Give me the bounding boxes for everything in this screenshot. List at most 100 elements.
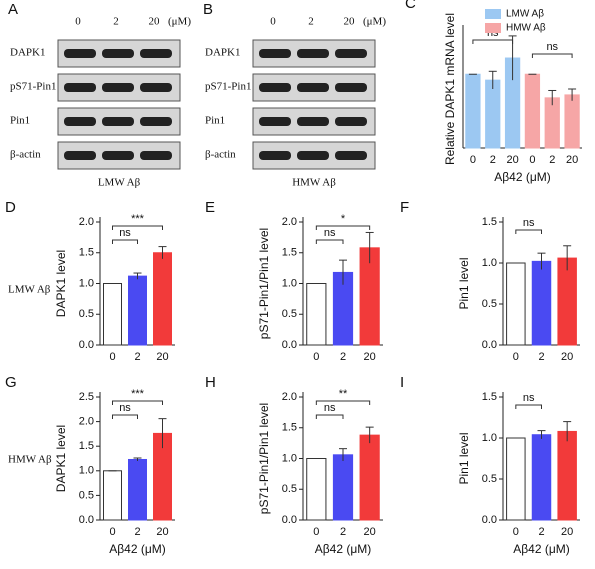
y-tick-label: 2.0 [79, 416, 94, 428]
panel-letter: E [205, 199, 215, 216]
significance: ns [546, 41, 558, 53]
lane-label: 20 [344, 16, 356, 28]
x-tick-label: 2 [490, 154, 496, 166]
bar [544, 97, 560, 149]
y-tick-label: 2.0 [282, 216, 297, 228]
significance: ns [119, 402, 131, 414]
row-label: LMW Aβ [8, 284, 51, 296]
y-tick-label: 0.5 [282, 308, 297, 320]
caption: LMW Aβ [98, 177, 141, 189]
legend-swatch [485, 23, 501, 33]
x-tick-label: 0 [109, 351, 115, 363]
bracket [112, 414, 138, 419]
bracket [315, 239, 344, 244]
bar [103, 470, 122, 521]
row-label: Pin1 [10, 115, 30, 127]
band [335, 49, 367, 58]
y-tick-label: 1.0 [79, 465, 94, 477]
band [297, 49, 329, 58]
panel-letter: A [8, 1, 18, 18]
x-tick-label: 0 [313, 351, 319, 363]
x-tick-label: 0 [513, 526, 519, 538]
row-label: HMW Aβ [8, 454, 52, 466]
y-tick-label: 0.5 [482, 473, 497, 485]
bracket [112, 239, 138, 244]
row-label: β-actin [205, 149, 236, 161]
band [140, 117, 172, 126]
bracket [315, 414, 344, 419]
y-tick-label: 1.5 [79, 440, 94, 452]
band [259, 117, 291, 126]
band [140, 83, 172, 92]
band [335, 151, 367, 160]
y-tick-label: 0.5 [282, 483, 297, 495]
row-label: pS71-Pin1 [205, 81, 251, 93]
y-tick-label: 0.0 [79, 514, 94, 526]
y-axis-label: Pin1 level [457, 257, 471, 309]
y-tick-label: 0.0 [282, 514, 297, 526]
y-tick-label: 1.5 [482, 391, 497, 403]
bar [359, 434, 380, 521]
bracket [472, 39, 514, 44]
y-axis-label: DAPK1 level [54, 425, 68, 492]
band [297, 83, 329, 92]
bracket [515, 229, 542, 234]
y-tick-label: 1.5 [282, 247, 297, 259]
panel-letter: D [5, 199, 16, 216]
x-axis-label: Aβ42 (μM) [513, 542, 570, 556]
bracket [112, 400, 163, 405]
y-tick-label: 0.5 [79, 489, 94, 501]
y-axis-label: Pin1 level [457, 432, 471, 484]
band [64, 151, 96, 160]
x-tick-label: 0 [529, 154, 535, 166]
y-tick-label: 0.5 [482, 298, 497, 310]
legend-label: HMW Aβ [506, 23, 546, 34]
x-tick-label: 2 [538, 526, 544, 538]
y-tick-label: 1.0 [79, 277, 94, 289]
x-axis-label: Aβ42 (μM) [494, 170, 551, 184]
x-axis-label: Aβ42 (μM) [315, 542, 372, 556]
x-tick-label: 0 [313, 526, 319, 538]
bar [524, 73, 541, 149]
x-tick-label: 2 [134, 526, 140, 538]
bar [465, 73, 481, 149]
lane-label: 2 [308, 16, 314, 28]
band [102, 49, 134, 58]
caption: HMW Aβ [292, 177, 336, 189]
x-tick-label: 2 [340, 526, 346, 538]
significance: *** [131, 388, 145, 400]
band [259, 83, 291, 92]
band [335, 83, 367, 92]
bar [306, 283, 327, 346]
significance: ** [339, 388, 348, 400]
row-label: DAPK1 [205, 47, 240, 59]
bracket [315, 225, 371, 230]
bar [306, 458, 327, 521]
row-label: β-actin [10, 149, 41, 161]
y-tick-label: 0.0 [482, 339, 497, 351]
y-axis-label: DAPK1 level [54, 250, 68, 317]
x-tick-label: 20 [156, 351, 168, 363]
y-tick-label: 0.5 [79, 308, 94, 320]
legend-label: LMW Aβ [506, 9, 544, 20]
panel-letter: C [405, 0, 416, 12]
x-tick-label: 20 [566, 154, 578, 166]
band [140, 49, 172, 58]
y-tick-label: 2.0 [79, 216, 94, 228]
y-axis-label: Relative DAPK1 mRNA level [443, 13, 457, 165]
x-tick-label: 20 [561, 526, 573, 538]
x-tick-label: 20 [364, 351, 376, 363]
panel-letter: B [203, 1, 213, 18]
significance: ns [523, 392, 535, 404]
bar [103, 283, 122, 346]
bracket [112, 225, 163, 230]
y-tick-label: 1.5 [482, 216, 497, 228]
y-tick-label: 1.0 [282, 452, 297, 464]
y-tick-label: 1.5 [282, 422, 297, 434]
x-tick-label: 20 [364, 526, 376, 538]
significance: ns [324, 227, 336, 239]
bar [506, 262, 526, 346]
significance: ns [119, 227, 131, 239]
x-tick-label: 2 [549, 154, 555, 166]
